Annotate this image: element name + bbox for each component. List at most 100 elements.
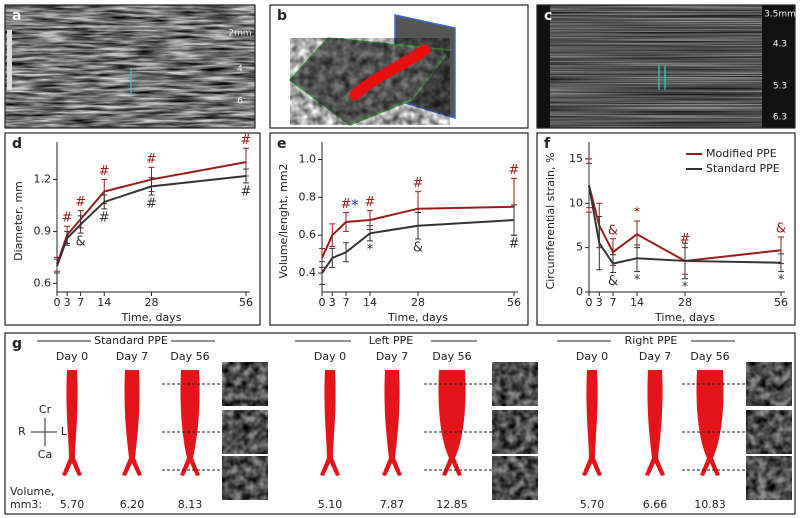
x-tick-label: 3 <box>329 296 336 309</box>
cross-section-image <box>221 409 269 455</box>
y-tick-label: 0.8 <box>299 190 317 203</box>
group-title: Left PPE <box>369 334 413 347</box>
panel-a: a 2mm 4 6 <box>4 4 256 129</box>
series-line <box>321 219 515 274</box>
depth-label: 4 <box>237 65 243 75</box>
x-tick-label: 56 <box>774 296 788 309</box>
depth-label: 2mm <box>228 29 251 39</box>
cross-section-image <box>491 361 539 407</box>
orientation-label: Ca <box>38 448 52 461</box>
significance-marker: # <box>509 237 520 252</box>
group-title: Standard PPE <box>94 334 168 347</box>
cross-section-image <box>491 455 539 501</box>
x-tick-label: 3 <box>64 296 71 309</box>
significance-marker: * <box>367 242 374 257</box>
day-label: Day 0 <box>576 350 608 363</box>
x-tick-label: 3 <box>596 296 603 309</box>
x-tick-label: 7 <box>343 296 350 309</box>
vessel-model <box>645 370 665 476</box>
significance-marker: # <box>680 232 691 247</box>
orientation-label: L <box>61 425 68 438</box>
day-label: Day 7 <box>116 350 148 363</box>
y-tick-label: 0.6 <box>299 228 317 241</box>
panel-border <box>536 4 796 129</box>
group-title: Right PPE <box>625 334 678 347</box>
x-axis-label: Time, days <box>654 311 715 324</box>
x-tick-label: 0 <box>319 296 326 309</box>
y-tick-label: 15 <box>569 152 583 165</box>
x-tick-label: 7 <box>610 296 617 309</box>
y-axis-label: Circumferential strain, % <box>544 153 557 290</box>
vessel-model <box>582 370 602 476</box>
volume-label: mm3: <box>10 498 42 511</box>
day-label: Day 7 <box>639 350 671 363</box>
y-tick-label: 0.4 <box>299 266 317 279</box>
significance-marker: * <box>634 273 641 288</box>
x-tick-label: 0 <box>586 296 593 309</box>
significance-marker: & <box>608 223 618 238</box>
panel-label: f <box>544 136 551 152</box>
significance-marker: & <box>76 235 86 250</box>
volume-value: 5.70 <box>60 498 85 511</box>
day-label: Day 7 <box>376 350 408 363</box>
vessel-model <box>62 370 82 476</box>
volume-value: 6.66 <box>643 498 668 511</box>
day-label: Day 0 <box>56 350 88 363</box>
vessel-model <box>320 370 340 476</box>
y-axis-label: Diameter, mm <box>12 181 25 261</box>
significance-marker: * <box>682 280 689 295</box>
panel-g: g Cr R L Ca Volume, mm3: Standard PPEDay… <box>4 332 796 515</box>
y-axis-label: Volume/lenght, mm2 <box>277 163 290 278</box>
series-line <box>56 174 247 267</box>
mmode-image <box>550 5 762 128</box>
series-line <box>321 205 515 259</box>
volume-value: 8.13 <box>178 498 203 511</box>
vessel-model <box>122 370 142 476</box>
depth-label: 3.5mm <box>764 10 796 20</box>
volume-value: 5.70 <box>580 498 605 511</box>
x-tick-label: 0 <box>54 296 61 309</box>
cross-section-image <box>221 361 269 407</box>
cross-section-image <box>221 455 269 501</box>
y-tick-label: 0.6 <box>34 276 52 289</box>
annotation: * <box>351 196 359 214</box>
orientation-label: R <box>18 425 26 438</box>
volume-label: Volume, <box>10 485 54 498</box>
series-line <box>56 161 247 265</box>
significance-marker: * <box>778 273 785 288</box>
significance-marker: # <box>341 197 352 212</box>
depth-label: 5.3 <box>773 82 787 92</box>
day-label: Day 56 <box>170 350 209 363</box>
significance-marker: # <box>75 195 86 210</box>
significance-marker: & <box>608 274 618 289</box>
day-label: Day 56 <box>690 350 729 363</box>
significance-marker: # <box>62 211 73 226</box>
depth-label: 6 <box>237 97 243 107</box>
panel-border <box>4 4 256 129</box>
significance-marker: & <box>776 221 786 236</box>
panel-border <box>4 332 796 515</box>
vessel-model <box>438 370 466 476</box>
x-tick-label: 14 <box>97 296 111 309</box>
volume-value: 10.83 <box>694 498 726 511</box>
y-tick-label: 5 <box>576 241 583 254</box>
x-tick-label: 7 <box>77 296 84 309</box>
cross-section-image <box>745 409 793 455</box>
volume-value: 5.10 <box>318 498 343 511</box>
significance-marker: & <box>413 240 423 255</box>
significance-marker: # <box>146 197 157 212</box>
vessel-model <box>180 370 200 476</box>
x-tick-label: 28 <box>411 296 425 309</box>
panel-c: c 3.5mm 4.3 5.3 6.3 <box>536 4 796 129</box>
y-tick-label: 10 <box>569 196 583 209</box>
day-label: Day 56 <box>432 350 471 363</box>
panel-border <box>269 132 529 326</box>
panel-label: d <box>12 136 22 152</box>
series-line <box>588 185 782 265</box>
panel-label: b <box>277 8 287 24</box>
y-tick-label: 0.9 <box>34 224 52 237</box>
vessel-model <box>696 370 724 476</box>
orientation-label: Cr <box>39 403 52 416</box>
